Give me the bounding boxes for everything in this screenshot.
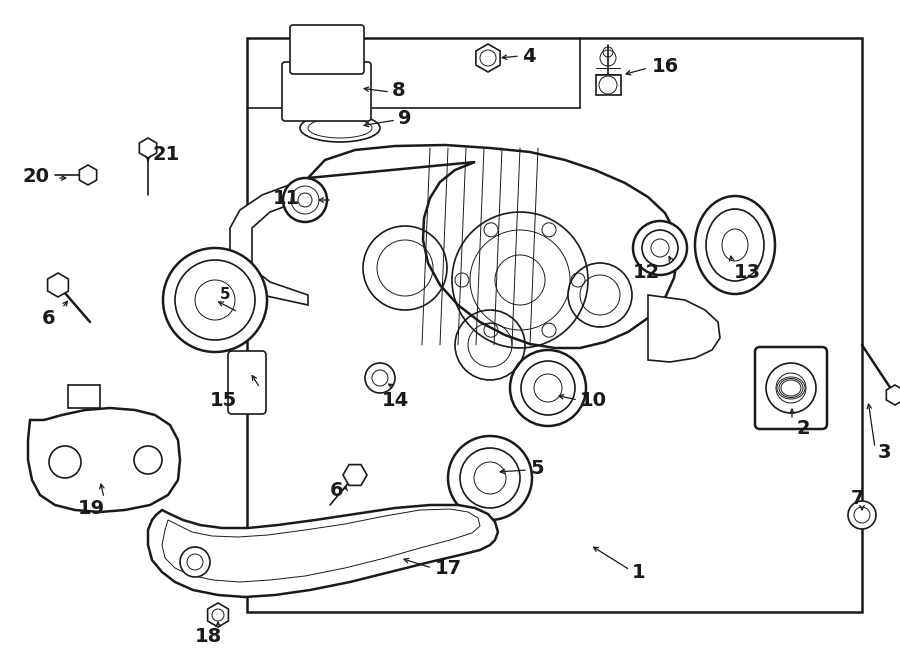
Text: 3: 3 [878, 442, 892, 461]
Text: 14: 14 [382, 391, 410, 410]
Polygon shape [79, 165, 96, 185]
Polygon shape [68, 385, 100, 408]
Polygon shape [247, 38, 862, 612]
Polygon shape [148, 505, 498, 597]
Circle shape [633, 221, 687, 275]
Polygon shape [308, 145, 678, 348]
Text: 19: 19 [78, 498, 105, 518]
Ellipse shape [300, 114, 380, 142]
Circle shape [309, 74, 345, 110]
Text: 21: 21 [152, 145, 179, 165]
Polygon shape [886, 385, 900, 405]
Polygon shape [48, 273, 68, 297]
Text: 10: 10 [580, 391, 607, 410]
Text: 6: 6 [330, 481, 344, 500]
Text: 12: 12 [633, 262, 660, 282]
Circle shape [848, 501, 876, 529]
Text: 16: 16 [652, 56, 680, 75]
FancyBboxPatch shape [282, 62, 371, 121]
Text: 13: 13 [734, 262, 761, 282]
Text: 15: 15 [210, 391, 238, 410]
Text: 20: 20 [23, 167, 50, 186]
Polygon shape [294, 30, 360, 70]
Polygon shape [343, 465, 367, 485]
Circle shape [283, 178, 327, 222]
Text: 6: 6 [42, 309, 56, 327]
Text: 5: 5 [220, 287, 230, 302]
Text: 8: 8 [392, 81, 406, 100]
Polygon shape [476, 44, 500, 72]
Polygon shape [285, 65, 368, 118]
Circle shape [163, 248, 267, 352]
FancyBboxPatch shape [755, 347, 827, 429]
Text: 11: 11 [273, 188, 300, 208]
Circle shape [180, 547, 210, 577]
FancyBboxPatch shape [228, 351, 266, 414]
Polygon shape [596, 75, 621, 95]
Text: 17: 17 [435, 559, 462, 578]
Text: 1: 1 [632, 563, 645, 582]
Polygon shape [140, 138, 157, 158]
Ellipse shape [695, 196, 775, 294]
Text: 2: 2 [797, 418, 811, 438]
FancyBboxPatch shape [290, 25, 364, 74]
Circle shape [448, 436, 532, 520]
Polygon shape [648, 295, 720, 362]
Text: 7: 7 [851, 488, 865, 508]
Polygon shape [230, 178, 308, 305]
Text: 18: 18 [195, 627, 222, 646]
Circle shape [365, 363, 395, 393]
Polygon shape [208, 603, 229, 627]
Text: 4: 4 [522, 46, 536, 65]
Text: 9: 9 [398, 108, 411, 128]
Polygon shape [28, 408, 180, 512]
Circle shape [510, 350, 586, 426]
Text: 5: 5 [530, 459, 544, 477]
